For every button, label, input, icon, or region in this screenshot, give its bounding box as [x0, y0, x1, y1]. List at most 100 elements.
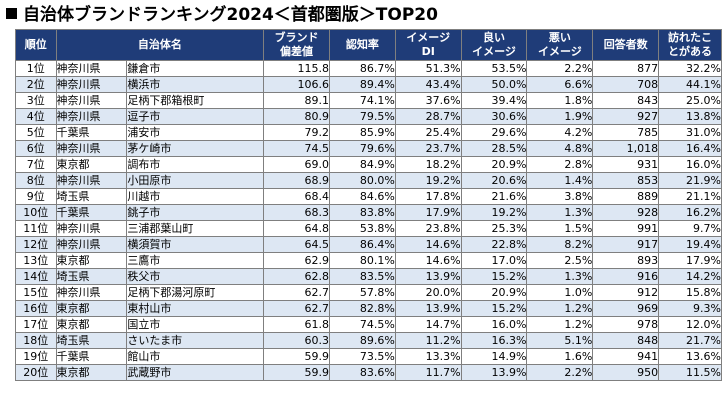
cell-visited: 13.8%	[658, 108, 722, 125]
table-header-row: 順位 自治体名 ブランド 偏差値 認知率 イメージ DI 良い イメージ 悪い イメージ…	[15, 29, 722, 61]
cell-image-di: 51.3%	[394, 60, 462, 77]
table-row: 19位 千葉県 館山市 59.9 73.5% 13.3% 14.9% 1.6% 941 13.6%	[15, 348, 722, 365]
cell-visited: 12.0%	[658, 316, 722, 333]
cell-rank: 19位	[15, 348, 57, 365]
cell-rank: 20位	[15, 364, 57, 381]
cell-prefecture: 千葉県	[55, 124, 128, 141]
cell-good-image: 53.5%	[460, 60, 528, 77]
cell-city: 東村山市	[126, 300, 265, 317]
cell-rank: 5位	[15, 124, 57, 141]
cell-brand-score: 69.0	[263, 156, 330, 173]
cell-brand-score: 80.9	[263, 108, 330, 125]
cell-respondents: 969	[592, 300, 660, 317]
cell-respondents: 877	[592, 60, 660, 77]
cell-prefecture: 埼玉県	[55, 332, 128, 349]
cell-good-image: 20.9%	[460, 284, 528, 301]
cell-brand-score: 62.7	[263, 300, 330, 317]
cell-prefecture: 東京都	[55, 364, 128, 381]
cell-prefecture: 神奈川県	[55, 76, 128, 93]
cell-visited: 9.7%	[658, 220, 722, 237]
cell-respondents: 978	[592, 316, 660, 333]
cell-rank: 17位	[15, 316, 57, 333]
cell-visited: 9.3%	[658, 300, 722, 317]
cell-bad-image: 2.2%	[526, 60, 594, 77]
header-visited: 訪れたこ とがある	[658, 29, 722, 61]
cell-prefecture: 埼玉県	[55, 268, 128, 285]
cell-rank: 12位	[15, 236, 57, 253]
cell-good-image: 39.4%	[460, 92, 528, 109]
header-brand-score: ブランド 偏差値	[263, 29, 330, 61]
cell-recognition: 83.8%	[328, 204, 396, 221]
cell-prefecture: 東京都	[55, 156, 128, 173]
cell-brand-score: 68.9	[263, 172, 330, 189]
cell-recognition: 84.9%	[328, 156, 396, 173]
cell-bad-image: 2.8%	[526, 156, 594, 173]
cell-visited: 21.9%	[658, 172, 722, 189]
cell-bad-image: 1.5%	[526, 220, 594, 237]
cell-image-di: 14.6%	[394, 252, 462, 269]
cell-image-di: 19.2%	[394, 172, 462, 189]
cell-good-image: 50.0%	[460, 76, 528, 93]
cell-city: 茅ケ崎市	[126, 140, 265, 157]
cell-city: 秩父市	[126, 268, 265, 285]
cell-rank: 14位	[15, 268, 57, 285]
ranking-table: 順位 自治体名 ブランド 偏差値 認知率 イメージ DI 良い イメージ 悪い イメージ…	[15, 29, 722, 381]
cell-brand-score: 106.6	[263, 76, 330, 93]
cell-brand-score: 115.8	[263, 60, 330, 77]
cell-city: 横須賀市	[126, 236, 265, 253]
cell-image-di: 23.7%	[394, 140, 462, 157]
table-row: 17位 東京都 国立市 61.8 74.5% 14.7% 16.0% 1.2% 978 12.0%	[15, 316, 722, 333]
cell-respondents: 941	[592, 348, 660, 365]
cell-recognition: 80.0%	[328, 172, 396, 189]
cell-image-di: 13.9%	[394, 268, 462, 285]
cell-image-di: 13.9%	[394, 300, 462, 317]
cell-recognition: 73.5%	[328, 348, 396, 365]
cell-bad-image: 1.8%	[526, 92, 594, 109]
cell-bad-image: 1.3%	[526, 268, 594, 285]
cell-city: 三浦郡葉山町	[126, 220, 265, 237]
cell-visited: 16.0%	[658, 156, 722, 173]
cell-prefecture: 神奈川県	[55, 108, 128, 125]
cell-city: さいたま市	[126, 332, 265, 349]
cell-rank: 2位	[15, 76, 57, 93]
cell-recognition: 85.9%	[328, 124, 396, 141]
cell-good-image: 13.9%	[460, 364, 528, 381]
cell-good-image: 19.2%	[460, 204, 528, 221]
square-bullet-icon	[6, 8, 17, 19]
cell-rank: 16位	[15, 300, 57, 317]
cell-city: 銚子市	[126, 204, 265, 221]
cell-image-di: 17.8%	[394, 188, 462, 205]
cell-image-di: 25.4%	[394, 124, 462, 141]
cell-recognition: 83.6%	[328, 364, 396, 381]
header-municipality: 自治体名	[55, 29, 265, 61]
table-row: 15位 神奈川県 足柄下郡湯河原町 62.7 57.8% 20.0% 20.9% 1.0% 91…	[15, 284, 722, 301]
cell-respondents: 889	[592, 188, 660, 205]
cell-brand-score: 60.3	[263, 332, 330, 349]
cell-visited: 21.7%	[658, 332, 722, 349]
cell-image-di: 14.6%	[394, 236, 462, 253]
cell-respondents: 950	[592, 364, 660, 381]
cell-image-di: 43.4%	[394, 76, 462, 93]
table-row: 14位 埼玉県 秩父市 62.8 83.5% 13.9% 15.2% 1.3% 916 14.2%	[15, 268, 722, 285]
table-row: 12位 神奈川県 横須賀市 64.5 86.4% 14.6% 22.8% 8.2% 917 19.…	[15, 236, 722, 253]
cell-respondents: 848	[592, 332, 660, 349]
table-row: 9位 埼玉県 川越市 68.4 84.6% 17.8% 21.6% 3.8% 889 21.1%	[15, 188, 722, 205]
cell-good-image: 21.6%	[460, 188, 528, 205]
cell-image-di: 18.2%	[394, 156, 462, 173]
cell-rank: 7位	[15, 156, 57, 173]
cell-city: 鎌倉市	[126, 60, 265, 77]
cell-bad-image: 1.9%	[526, 108, 594, 125]
cell-brand-score: 62.9	[263, 252, 330, 269]
cell-prefecture: 東京都	[55, 300, 128, 317]
table-row: 11位 神奈川県 三浦郡葉山町 64.8 53.8% 23.8% 25.3% 1.5% 991 9…	[15, 220, 722, 237]
cell-good-image: 28.5%	[460, 140, 528, 157]
cell-respondents: 931	[592, 156, 660, 173]
cell-recognition: 74.1%	[328, 92, 396, 109]
cell-prefecture: 神奈川県	[55, 172, 128, 189]
cell-prefecture: 神奈川県	[55, 92, 128, 109]
table-row: 7位 東京都 調布市 69.0 84.9% 18.2% 20.9% 2.8% 931 16.0%	[15, 156, 722, 173]
table-row: 10位 千葉県 銚子市 68.3 83.8% 17.9% 19.2% 1.3% 928 16.2%	[15, 204, 722, 221]
cell-city: 川越市	[126, 188, 265, 205]
cell-rank: 4位	[15, 108, 57, 125]
cell-prefecture: 神奈川県	[55, 220, 128, 237]
